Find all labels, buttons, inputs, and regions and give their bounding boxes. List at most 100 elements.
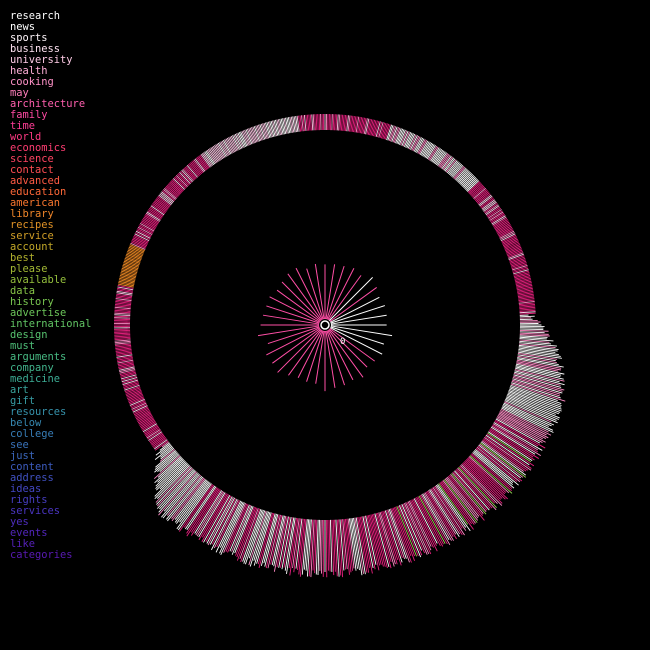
ring-segment[interactable]	[117, 359, 134, 364]
ring-segment[interactable]	[514, 273, 530, 279]
ring-segment[interactable]	[253, 511, 270, 561]
ring-segment[interactable]	[498, 229, 514, 238]
ring-segment[interactable]	[177, 483, 212, 531]
ring-segment[interactable]	[154, 445, 173, 461]
ring-segment[interactable]	[407, 133, 416, 149]
ring-segment[interactable]	[129, 397, 145, 405]
ring-segment[interactable]	[474, 448, 519, 486]
ring-segment[interactable]	[189, 163, 201, 176]
ring-segment[interactable]	[334, 114, 336, 131]
ring-segment[interactable]	[116, 289, 133, 293]
ring-segment[interactable]	[359, 117, 364, 134]
ring-segment[interactable]	[479, 195, 493, 207]
keyword-item[interactable]: economics	[10, 142, 67, 154]
ring-segment[interactable]	[177, 173, 189, 186]
ring-segment[interactable]	[156, 464, 190, 499]
ring-segment[interactable]	[124, 384, 140, 391]
ring-segment[interactable]	[461, 173, 473, 186]
keyword-ring[interactable]	[114, 114, 566, 578]
ring-segment[interactable]	[464, 178, 478, 190]
ring-segment[interactable]	[224, 139, 233, 154]
ring-segment[interactable]	[508, 389, 562, 410]
ring-segment[interactable]	[471, 185, 485, 197]
ring-segment[interactable]	[198, 155, 209, 170]
ring-segment[interactable]	[264, 122, 271, 139]
ring-segment[interactable]	[253, 126, 261, 142]
ring-segment[interactable]	[519, 305, 536, 308]
ring-segment[interactable]	[211, 498, 237, 545]
ring-segment[interactable]	[416, 496, 444, 547]
ring-segment[interactable]	[243, 509, 263, 564]
ring-segment[interactable]	[377, 512, 392, 563]
ring-segment[interactable]	[136, 229, 152, 238]
ring-segment[interactable]	[220, 141, 230, 156]
ring-segment[interactable]	[464, 177, 477, 189]
ring-segment[interactable]	[512, 378, 563, 394]
ring-segment[interactable]	[114, 315, 131, 318]
ring-segment[interactable]	[438, 153, 449, 167]
ring-segment[interactable]	[172, 178, 186, 190]
ring-segment[interactable]	[519, 309, 536, 312]
ring-segment[interactable]	[293, 518, 302, 573]
ring-segment[interactable]	[130, 400, 146, 408]
ring-segment[interactable]	[196, 491, 225, 537]
ring-segment[interactable]	[413, 498, 438, 544]
ring-segment[interactable]	[151, 435, 166, 446]
ring-segment[interactable]	[478, 444, 521, 479]
ring-segment[interactable]	[427, 490, 457, 535]
ring-segment[interactable]	[407, 501, 432, 551]
ring-segment[interactable]	[465, 459, 508, 500]
ring-segment[interactable]	[317, 114, 319, 131]
ring-segment[interactable]	[115, 299, 132, 303]
ring-segment[interactable]	[162, 190, 176, 202]
ring-segment[interactable]	[157, 456, 182, 478]
ring-segment[interactable]	[509, 257, 526, 264]
ring-segment[interactable]	[355, 116, 360, 133]
ring-segment[interactable]	[518, 351, 562, 359]
keyword-item[interactable]: available	[10, 274, 67, 286]
ring-segment[interactable]	[176, 482, 211, 530]
ring-segment[interactable]	[515, 363, 565, 375]
ring-segment[interactable]	[164, 187, 177, 199]
ring-segment[interactable]	[142, 217, 158, 227]
ring-segment[interactable]	[118, 282, 135, 287]
ring-segment[interactable]	[122, 266, 138, 272]
ring-segment[interactable]	[446, 160, 458, 174]
ring-segment[interactable]	[267, 121, 273, 138]
ring-segment[interactable]	[519, 315, 535, 318]
ring-segment[interactable]	[114, 308, 131, 311]
ring-segment[interactable]	[281, 516, 292, 570]
ring-segment[interactable]	[358, 117, 363, 134]
ring-segment[interactable]	[114, 306, 131, 310]
ring-segment[interactable]	[167, 476, 204, 522]
ring-segment[interactable]	[137, 226, 153, 236]
ring-segment[interactable]	[396, 128, 404, 144]
ring-segment[interactable]	[511, 382, 561, 399]
ring-segment[interactable]	[461, 464, 503, 506]
ring-segment[interactable]	[508, 252, 524, 259]
ring-segment[interactable]	[465, 179, 479, 191]
ring-segment[interactable]	[293, 116, 297, 133]
ring-segment[interactable]	[133, 236, 149, 244]
ring-segment[interactable]	[334, 519, 338, 577]
ring-segment[interactable]	[159, 454, 180, 473]
ring-segment[interactable]	[513, 272, 530, 277]
ring-segment[interactable]	[448, 474, 484, 516]
ring-segment[interactable]	[444, 158, 456, 172]
ring-segment[interactable]	[160, 192, 174, 204]
ring-segment[interactable]	[502, 405, 549, 427]
ring-segment[interactable]	[167, 183, 181, 195]
ring-segment[interactable]	[468, 456, 510, 494]
ring-segment[interactable]	[515, 367, 564, 380]
ring-segment[interactable]	[221, 140, 231, 155]
ring-segment[interactable]	[448, 162, 460, 176]
ring-segment[interactable]	[455, 469, 491, 509]
ring-segment[interactable]	[240, 508, 261, 563]
ring-segment[interactable]	[433, 149, 444, 164]
ring-segment[interactable]	[135, 410, 150, 418]
ring-segment[interactable]	[468, 182, 482, 194]
ring-segment[interactable]	[178, 484, 213, 532]
ring-segment[interactable]	[495, 418, 541, 444]
keyword-item[interactable]: news	[10, 21, 36, 33]
ring-segment[interactable]	[120, 270, 137, 276]
